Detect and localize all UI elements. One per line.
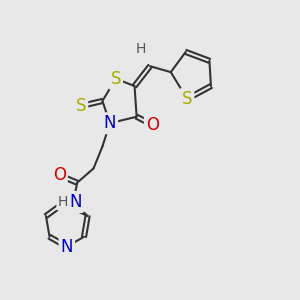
Text: S: S [111, 70, 121, 88]
Text: N: N [69, 193, 82, 211]
Text: S: S [182, 90, 192, 108]
Text: O: O [146, 116, 159, 134]
Text: N: N [61, 238, 73, 256]
Text: O: O [53, 166, 66, 184]
Text: N: N [103, 114, 116, 132]
Text: H: H [58, 195, 68, 209]
Text: H: H [136, 42, 146, 56]
Text: S: S [76, 97, 86, 115]
